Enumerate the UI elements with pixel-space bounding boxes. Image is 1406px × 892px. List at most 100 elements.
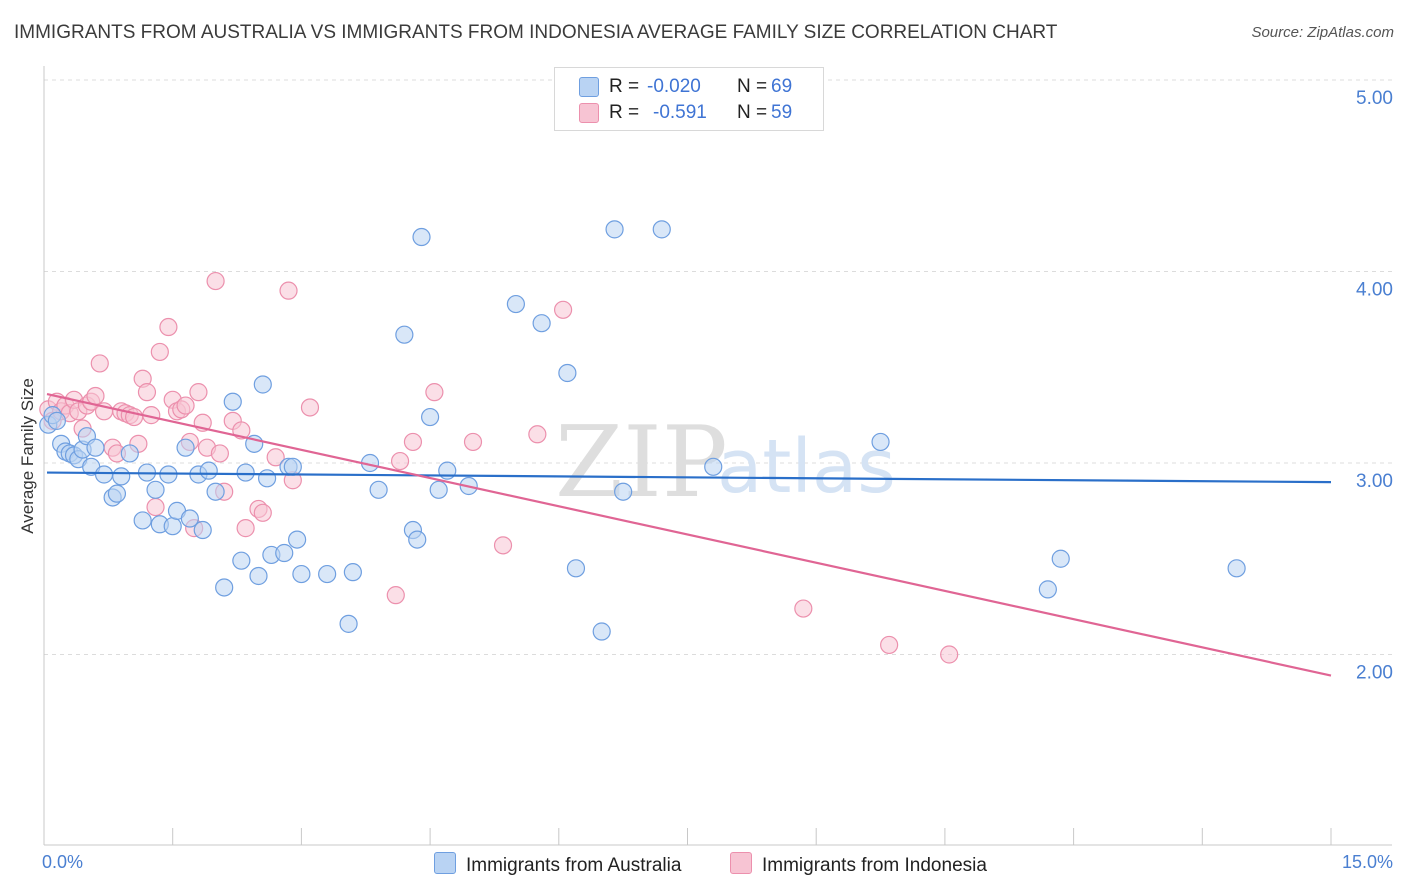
point-indonesia (236, 519, 255, 538)
point-australia (94, 465, 114, 484)
point-australia (429, 480, 448, 499)
correlation-legend: R = -0.020 N = 69 R = -0.591 N = 59 (554, 67, 824, 131)
point-australia (236, 463, 255, 482)
source-label: Source: ZipAtlas.com (1251, 24, 1394, 41)
point-indonesia (86, 386, 105, 406)
point-indonesia (425, 383, 444, 402)
legend-r-value: -0.020 (647, 76, 701, 97)
point-australia (176, 438, 195, 457)
point-australia (566, 559, 586, 578)
point-australia (249, 566, 268, 586)
point-indonesia (90, 354, 109, 373)
point-indonesia (150, 342, 169, 362)
point-australia (421, 407, 440, 427)
bottom-legend-australia: Immigrants from Australia (434, 852, 681, 877)
point-indonesia (463, 432, 483, 452)
watermark-zip: ZIP (555, 406, 728, 520)
point-indonesia (206, 271, 225, 291)
trend-lines (46, 392, 1332, 677)
point-australia (614, 482, 633, 501)
point-indonesia (159, 317, 178, 337)
point-indonesia (386, 586, 405, 605)
point-australia (605, 220, 624, 239)
series-indonesia-points (39, 271, 959, 664)
point-australia (120, 444, 139, 463)
point-australia (395, 325, 414, 344)
point-indonesia (279, 281, 298, 300)
point-australia (343, 563, 362, 582)
trend-line-indonesia (46, 392, 1332, 677)
point-australia (704, 457, 723, 476)
x-tick-min: 0.0% (42, 852, 84, 872)
point-indonesia (528, 425, 547, 444)
point-australia (1038, 580, 1057, 599)
point-australia (112, 467, 131, 486)
point-australia (206, 482, 225, 501)
y-tick-label: 4.00 (1356, 280, 1393, 301)
point-australia (133, 511, 152, 530)
point-australia (652, 220, 671, 239)
point-australia (339, 614, 358, 633)
legend-n-label: N = (737, 102, 768, 123)
point-indonesia (210, 444, 229, 463)
point-australia (199, 461, 218, 480)
axes (43, 66, 1392, 846)
point-indonesia (403, 432, 423, 452)
point-australia (107, 484, 127, 503)
legend-r-label: R = (609, 102, 640, 123)
point-indonesia (176, 396, 195, 415)
point-indonesia (794, 599, 813, 618)
legend-n-label: N = (737, 76, 768, 97)
chart-title: IMMIGRANTS FROM AUSTRALIA VS IMMIGRANTS … (14, 22, 1058, 43)
point-australia (232, 551, 251, 570)
legend-n-value: 69 (771, 76, 793, 97)
point-indonesia (189, 383, 208, 402)
point-indonesia (553, 300, 573, 319)
y-tick-label: 5.00 (1356, 88, 1393, 109)
point-australia (47, 411, 66, 430)
bottom-legend-swatch-indonesia (730, 852, 752, 874)
point-australia (146, 480, 165, 499)
y-tick-labels: 2.00 3.00 4.00 5.00 (1356, 88, 1393, 684)
point-australia (532, 314, 551, 333)
point-australia (558, 363, 577, 383)
point-australia (408, 530, 427, 549)
point-australia (1051, 549, 1070, 568)
legend-r-value: -0.591 (653, 102, 707, 123)
watermark-atlas: atlas (717, 424, 896, 510)
legend-swatch-indonesia (579, 103, 599, 123)
point-indonesia (880, 635, 899, 655)
point-australia (163, 517, 182, 536)
point-australia (215, 578, 234, 597)
point-australia (253, 375, 272, 394)
y-tick-label: 3.00 (1356, 471, 1393, 492)
bottom-legend-label-australia: Immigrants from Australia (466, 855, 682, 876)
point-australia (180, 509, 199, 528)
point-australia (86, 438, 105, 457)
point-australia (292, 564, 311, 584)
point-indonesia (390, 451, 410, 471)
bottom-legend-indonesia: Immigrants from Indonesia (730, 852, 987, 877)
point-australia (275, 543, 294, 563)
bottom-legend-swatch-australia (434, 852, 456, 874)
point-australia (257, 469, 277, 488)
point-indonesia (253, 503, 272, 522)
point-australia (283, 457, 302, 476)
point-australia (193, 520, 212, 540)
point-indonesia (146, 497, 165, 517)
point-australia (1227, 559, 1246, 578)
legend-n-value: 59 (771, 102, 793, 123)
legend-r-label: R = (609, 76, 640, 97)
point-australia (506, 294, 526, 314)
point-australia (369, 480, 388, 499)
point-australia (592, 622, 611, 641)
point-australia (288, 530, 307, 549)
point-indonesia (266, 448, 285, 467)
point-australia (871, 432, 890, 452)
legend-swatch-australia (579, 77, 599, 97)
point-indonesia (137, 383, 157, 402)
point-indonesia (300, 398, 320, 417)
point-australia (223, 392, 242, 411)
x-tick-max: 15.0% (1341, 852, 1393, 872)
